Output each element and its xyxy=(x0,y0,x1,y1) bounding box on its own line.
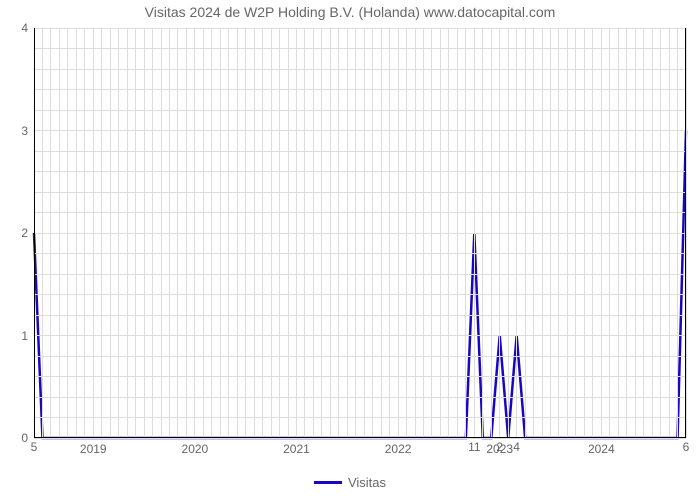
grid-horizontal xyxy=(34,294,686,295)
grid-horizontal xyxy=(34,274,686,275)
x-axis-tick-label: 2020 xyxy=(182,438,209,456)
series-path xyxy=(34,131,686,439)
grid-horizontal xyxy=(34,417,686,418)
grid-horizontal xyxy=(34,376,686,377)
chart-container: Visitas 2024 de W2P Holding B.V. (Holand… xyxy=(0,0,700,500)
x-axis-tick-label: 2021 xyxy=(283,438,310,456)
data-point-label: 11 xyxy=(468,440,480,454)
x-axis-tick-label: 2022 xyxy=(385,438,412,456)
grid-horizontal xyxy=(34,253,686,254)
grid-horizontal xyxy=(34,397,686,398)
y-axis-tick-label: 3 xyxy=(21,124,34,138)
legend-swatch xyxy=(314,481,342,484)
grid-horizontal xyxy=(34,48,686,49)
chart-title: Visitas 2024 de W2P Holding B.V. (Holand… xyxy=(0,4,700,20)
axis-border xyxy=(34,28,35,438)
legend: Visitas xyxy=(0,474,700,490)
data-point-label: 5 xyxy=(31,440,38,454)
y-axis-tick-label: 2 xyxy=(21,226,34,240)
x-axis-tick-label: 2024 xyxy=(588,438,615,456)
data-point-label: 4 xyxy=(513,440,520,454)
y-axis-tick-label: 1 xyxy=(21,329,34,343)
plot-area: 01234201920202021202220232024511246 xyxy=(34,28,686,438)
legend-label: Visitas xyxy=(348,475,386,490)
grid-horizontal xyxy=(34,315,686,316)
grid-horizontal xyxy=(34,151,686,152)
grid-horizontal xyxy=(34,171,686,172)
grid-horizontal xyxy=(34,335,686,336)
grid-horizontal xyxy=(34,233,686,234)
grid-horizontal xyxy=(34,192,686,193)
y-axis-tick-label: 4 xyxy=(21,21,34,35)
grid-horizontal xyxy=(34,110,686,111)
grid-horizontal xyxy=(34,89,686,90)
x-axis-tick-label: 2019 xyxy=(80,438,107,456)
grid-horizontal xyxy=(34,28,686,29)
data-point-label: 6 xyxy=(683,440,690,454)
grid-horizontal xyxy=(34,356,686,357)
grid-horizontal xyxy=(34,130,686,131)
data-point-label: 2 xyxy=(496,440,503,454)
axis-border xyxy=(34,437,686,438)
grid-horizontal xyxy=(34,212,686,213)
grid-horizontal xyxy=(34,69,686,70)
axis-border xyxy=(685,28,686,438)
